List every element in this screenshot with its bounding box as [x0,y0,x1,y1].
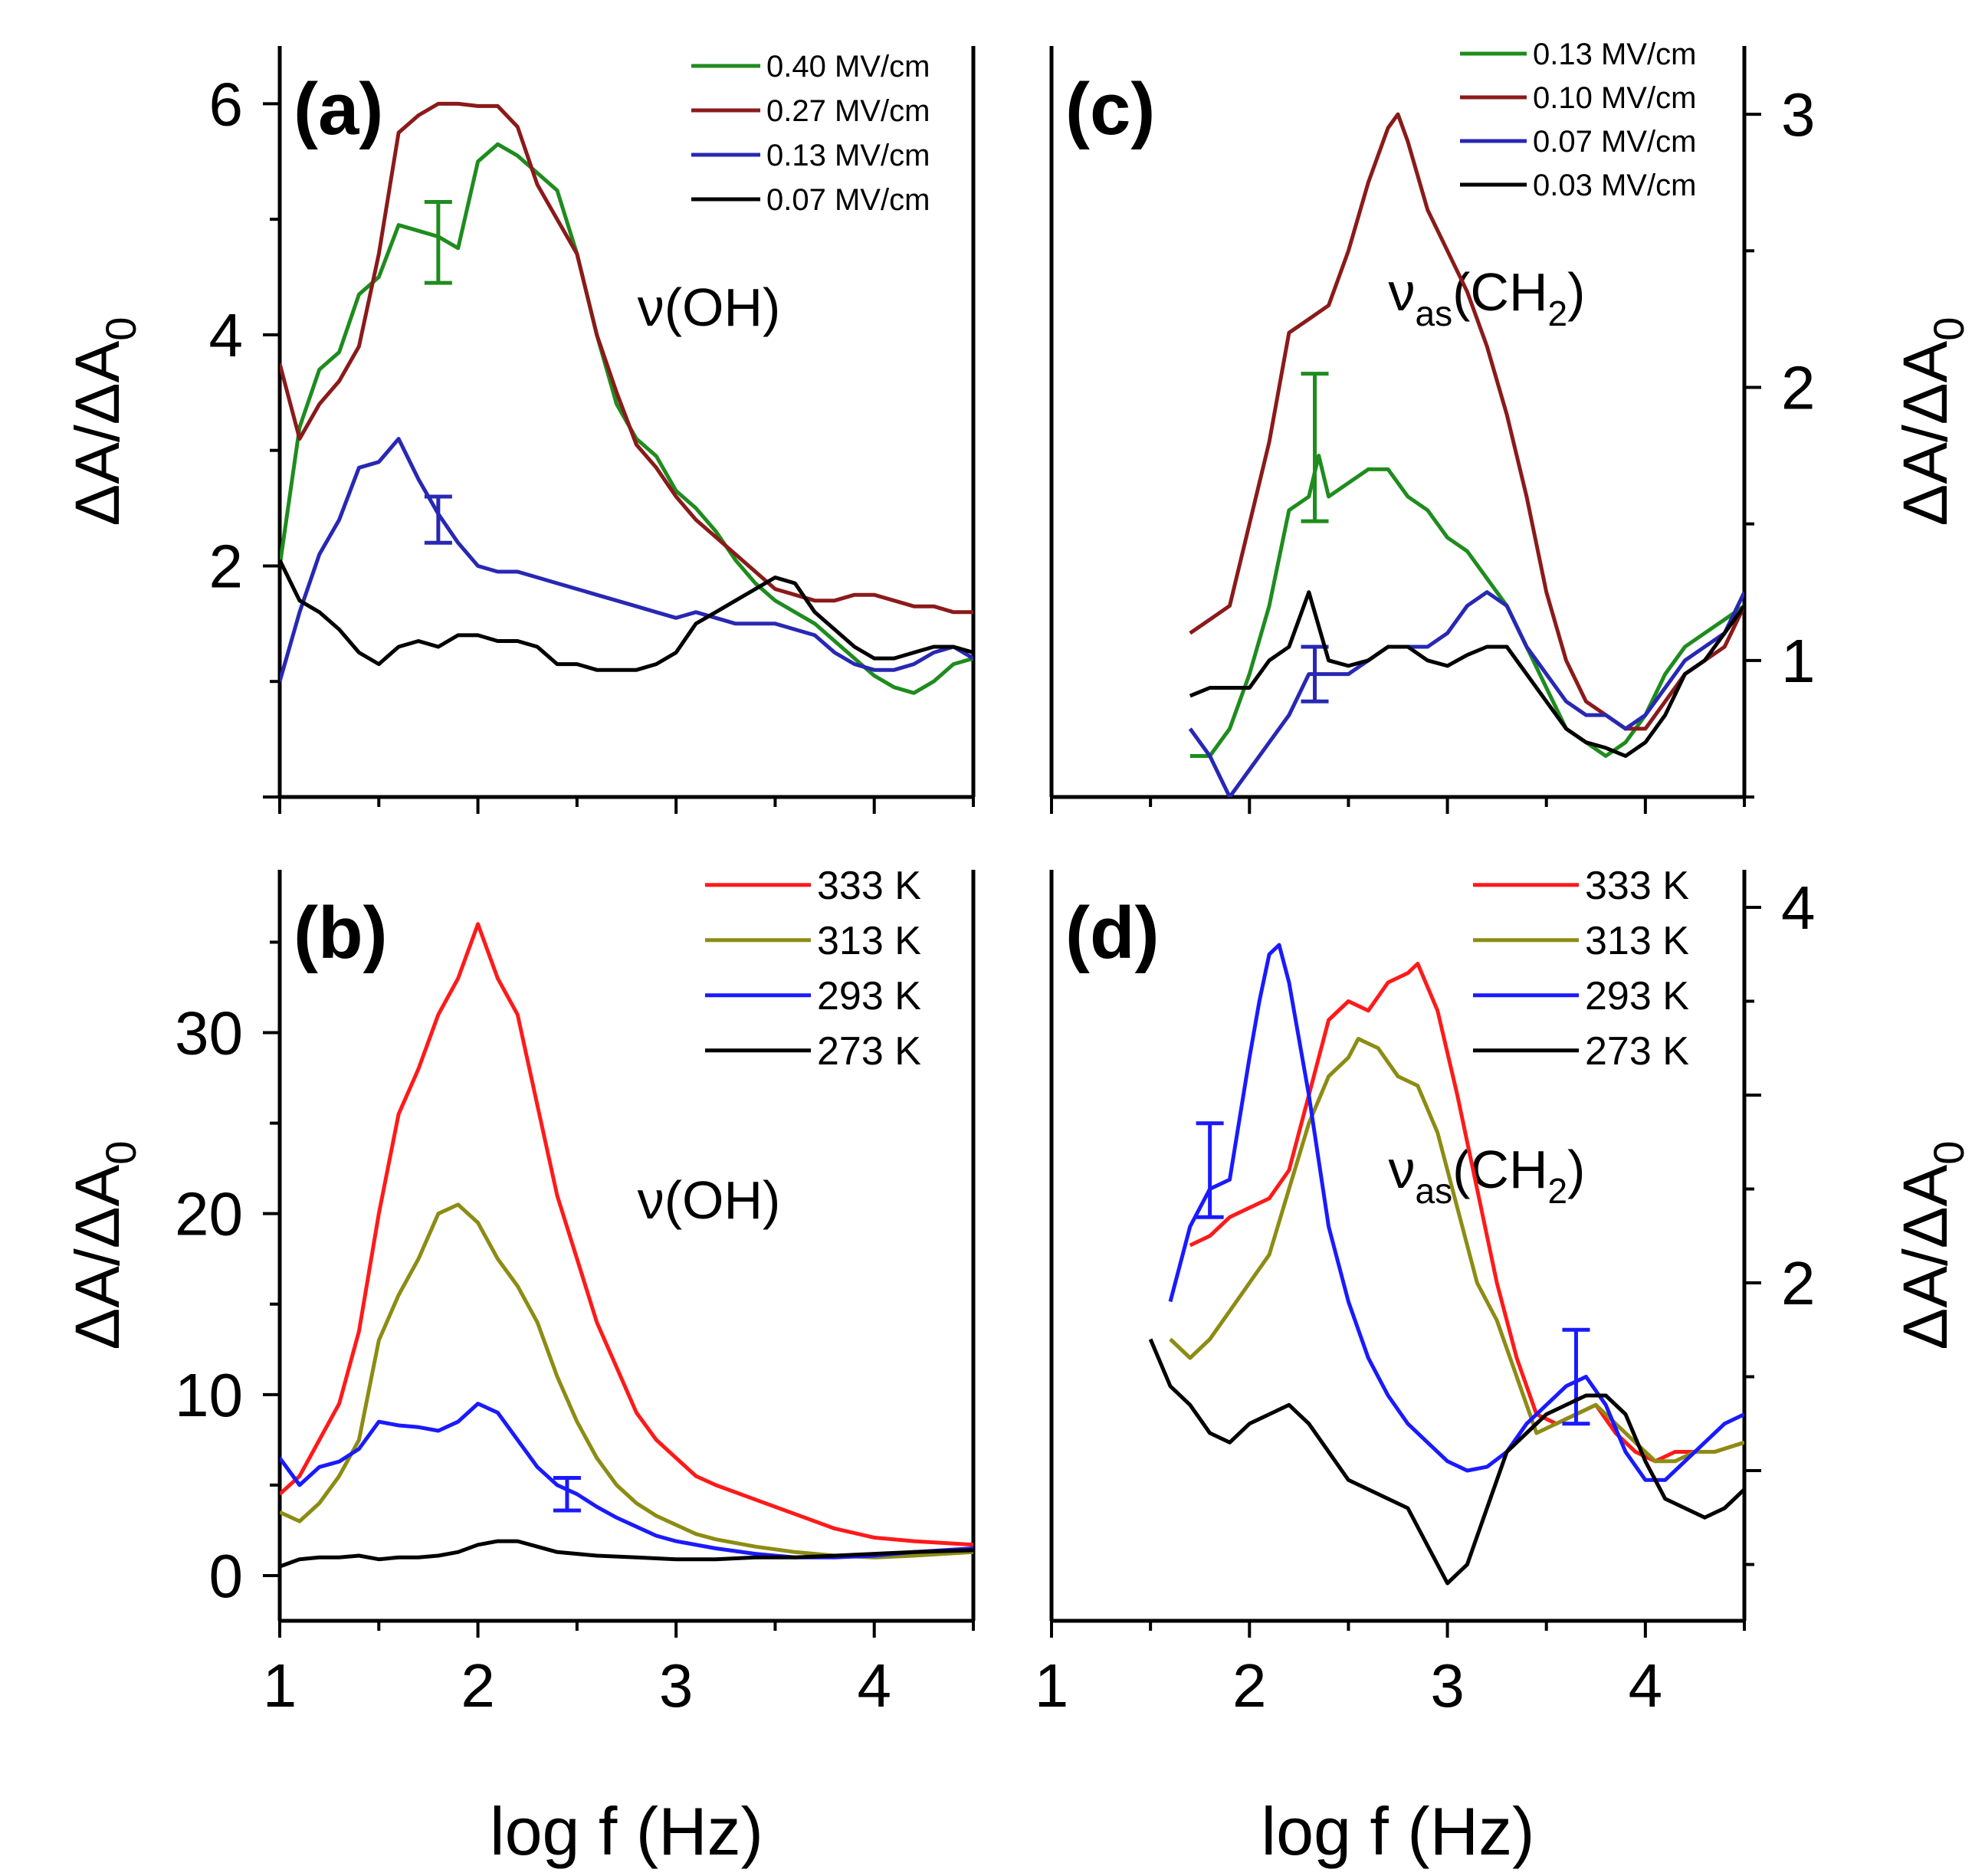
y-axis-label-sub: 0 [97,1141,145,1165]
x-tick-label: 3 [659,1651,694,1720]
y-axis-label-base: ΔA/ΔA [63,1164,133,1350]
y-axis-label: ΔA/ΔA0 [63,1141,145,1350]
legend-label: 293 K [817,974,921,1018]
series-line-a-2 [280,437,973,682]
band-annotation: νas(CH2) [1389,1140,1586,1211]
legend-label: 0.13 MV/cm [766,139,930,172]
y-tick-label: 6 [209,70,244,138]
band-annotation: ν(OH) [638,277,781,337]
y-tick-label: 4 [209,301,244,369]
legend-label: 273 K [817,1029,921,1074]
x-tick-label: 2 [461,1651,495,1720]
y-axis-label-base: ΔA/ΔA [63,340,133,526]
series-line-b-2 [280,1402,973,1560]
x-tick-label: 1 [263,1651,297,1720]
x-tick-label: 4 [1629,1651,1663,1720]
series-line-d-3 [1148,1338,1744,1586]
band-annotation: ν(OH) [638,1170,781,1230]
panel-label: (b) [294,892,388,974]
legend-label: 313 K [817,919,921,963]
panel-label: (c) [1065,68,1155,150]
legend-label: 0.07 MV/cm [766,183,930,217]
annotation-base: ν [1389,262,1416,322]
y-tick-label: 0 [209,1542,244,1610]
panel-label: (a) [294,68,383,150]
x-tick-label: 1 [1035,1651,1069,1720]
y-axis-label-sub: 0 [1924,317,1973,341]
series-line-b-0 [280,922,973,1547]
band-annotation: νas(CH2) [1389,262,1586,333]
y-axis-label: ΔA/ΔA0 [1891,317,1973,526]
y-axis-label-sub: 0 [1924,1141,1973,1165]
annotation-end: ) [1567,1140,1585,1199]
legend-label: 333 K [1585,864,1689,908]
legend-label: 333 K [817,864,921,908]
y-axis-label: ΔA/ΔA0 [1891,1141,1973,1350]
series-line-b-3 [280,1539,973,1569]
x-tick-label: 4 [857,1651,891,1720]
legend-label: 0.27 MV/cm [766,94,930,128]
annotation-end: ) [1567,262,1585,322]
y-tick-label: 4 [1781,874,1816,942]
series-line-c-2 [1188,590,1744,797]
legend-label: 273 K [1585,1029,1689,1074]
x-axis-label: log f (Hz) [490,1793,763,1869]
panel-c: 1 2 3 ΔA/ΔA0 (c) νas(CH2) 0.13 MV/cm 0.10 MV/cm… [1049,38,1973,814]
legend-label: 0.03 MV/cm [1533,169,1696,202]
y-tick-label: 1 [1781,627,1816,695]
panel-a: 2 4 6 ΔA/ΔA0 (a) ν(OH) 0.40 MV/cm 0.27 MV/cm 0.1… [63,46,976,814]
series-line-b-1 [280,1202,973,1560]
y-tick-label: 20 [175,1180,243,1248]
y-axis-label: ΔA/ΔA0 [63,317,145,526]
x-tick-label: 3 [1430,1651,1465,1720]
y-tick-label: 2 [1781,353,1816,421]
series-line-a-3 [280,559,973,672]
series-line-a-1 [280,101,973,615]
panel-d: 1 2 3 4 2 4 ΔA/ΔA0 log f (Hz) (d) νas(CH2) 333 K 31… [1035,864,1973,1869]
annotation-base: ν(OH) [638,277,781,337]
y-tick-label: 2 [1781,1249,1816,1317]
series-line-c-1 [1189,112,1744,731]
y-tick-label: 2 [209,532,244,600]
y-tick-label: 10 [175,1361,243,1429]
annotation-sub2: 2 [1548,1171,1568,1211]
legend-label: 293 K [1585,974,1689,1018]
series-line-c-3 [1189,590,1744,758]
legend-label: 0.07 MV/cm [1533,125,1696,159]
annotation-sub2: 2 [1548,294,1568,333]
y-axis-label-base: ΔA/ΔA [1891,1164,1960,1350]
legend-label: 313 K [1585,919,1689,963]
y-axis-label-base: ΔA/ΔA [1891,340,1960,526]
annotation-base: ν [1389,1140,1416,1199]
x-axis-label: log f (Hz) [1262,1793,1535,1869]
legend-label: 0.40 MV/cm [766,50,930,84]
annotation-base: ν(OH) [638,1170,781,1230]
legend-label: 0.10 MV/cm [1533,81,1696,115]
series-line-d-2 [1168,943,1744,1482]
annotation-sub: as [1416,294,1453,333]
y-axis-label-sub: 0 [97,317,145,341]
y-tick-label: 3 [1781,80,1816,149]
y-tick-label: 30 [175,999,243,1068]
legend-label: 0.13 MV/cm [1533,38,1696,71]
annotation-sub: as [1416,1171,1453,1211]
panel-label: (d) [1065,892,1160,974]
x-tick-label: 2 [1232,1651,1267,1720]
